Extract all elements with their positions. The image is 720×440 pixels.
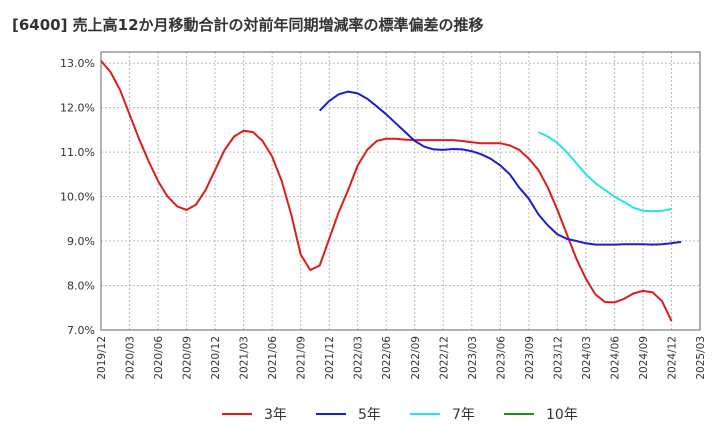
- x-tick-label: 2024/03: [581, 336, 593, 380]
- x-tick-label: 2020/03: [125, 336, 137, 380]
- legend-label: 3年: [264, 407, 287, 423]
- x-tick-label: 2021/06: [267, 336, 279, 380]
- series-lines: [100, 60, 682, 322]
- legend-label: 7年: [452, 407, 475, 423]
- series-line-1: [318, 90, 682, 246]
- x-tick-label: 2024/09: [638, 336, 650, 380]
- x-tick-label: 2021/03: [239, 336, 251, 380]
- x-tick-label: 2022/06: [381, 336, 393, 380]
- y-tick-label: 10.0%: [60, 191, 95, 204]
- x-tick-label: 2024/12: [666, 336, 678, 380]
- x-axis-ticks: 2019/12 2020/03 2020/06 2020/09 2020/12 2021/…: [96, 336, 707, 380]
- y-axis-ticks: 7.0% 8.0% 9.0% 10.0% 11.0% 12.0% 13.0%: [60, 57, 95, 337]
- x-tick-label: 2022/09: [410, 336, 422, 380]
- x-tick-label: 2022/03: [353, 336, 365, 380]
- plot-area-border: [100, 51, 701, 331]
- grid: [101, 52, 700, 331]
- y-tick-label: 13.0%: [60, 57, 95, 70]
- x-tick-label: 2022/12: [438, 336, 450, 380]
- y-tick-label: 7.0%: [67, 324, 95, 337]
- x-tick-label: 2025/03: [695, 336, 707, 380]
- x-tick-label: 2023/12: [552, 336, 564, 380]
- chart-title: [6400] 売上高12か月移動合計の対前年同期増減率の標準偏差の推移: [12, 16, 484, 34]
- x-tick-label: 2023/03: [467, 336, 479, 380]
- x-tick-label: 2020/09: [182, 336, 194, 380]
- y-tick-label: 12.0%: [60, 102, 95, 115]
- x-tick-label: 2021/12: [324, 336, 336, 380]
- y-tick-label: 8.0%: [67, 280, 95, 293]
- x-tick-label: 2023/09: [524, 336, 536, 380]
- legend-label: 5年: [358, 407, 381, 423]
- y-tick-label: 11.0%: [60, 146, 95, 159]
- x-tick-label: 2024/06: [609, 336, 621, 380]
- x-tick-label: 2019/12: [96, 336, 108, 380]
- x-tick-label: 2020/12: [210, 336, 222, 380]
- legend: 3年 5年 7年 10年: [222, 407, 578, 423]
- series-line-2: [537, 131, 672, 213]
- legend-label: 10年: [546, 407, 578, 423]
- y-tick-label: 9.0%: [67, 235, 95, 248]
- x-tick-label: 2020/06: [153, 336, 165, 380]
- series-line-0: [100, 60, 673, 322]
- x-tick-label: 2021/09: [296, 336, 308, 380]
- x-tick-label: 2023/06: [495, 336, 507, 380]
